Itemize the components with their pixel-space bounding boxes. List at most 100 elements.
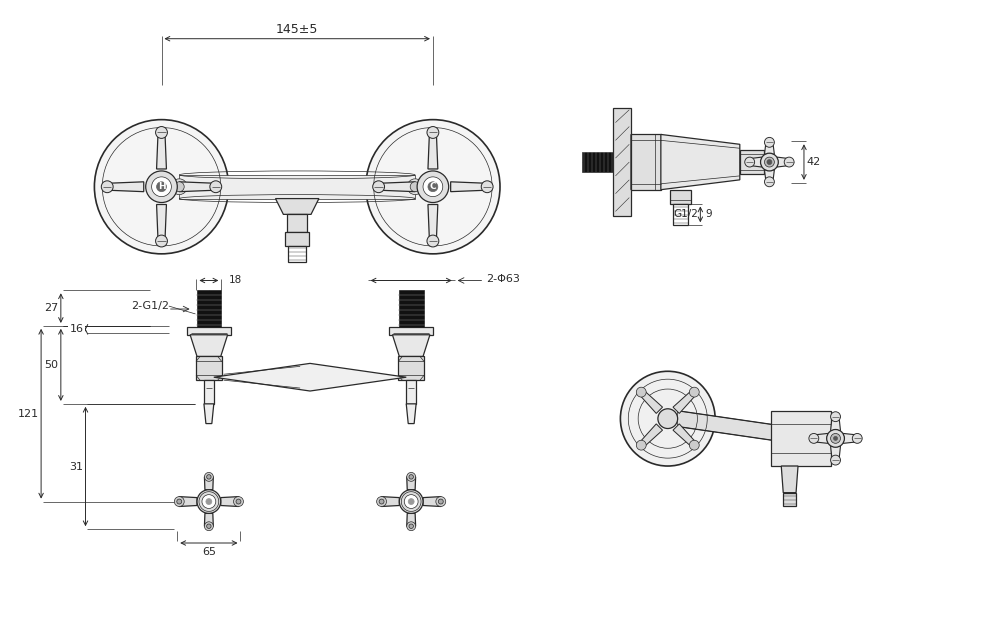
Polygon shape [781,466,798,493]
Polygon shape [204,513,213,526]
Circle shape [636,440,646,450]
Polygon shape [831,417,840,431]
Bar [670,190,691,203]
Polygon shape [204,404,214,424]
Circle shape [207,474,211,479]
Circle shape [404,495,418,509]
Circle shape [94,119,229,254]
Bar [389,327,433,335]
Bar [673,203,688,225]
Circle shape [101,181,113,192]
Circle shape [407,522,416,531]
Bar [582,152,613,172]
Circle shape [689,440,699,450]
Circle shape [784,157,794,167]
Circle shape [407,472,416,481]
Polygon shape [764,142,774,154]
Circle shape [210,181,222,192]
Polygon shape [407,477,416,490]
Circle shape [827,429,844,447]
Circle shape [767,159,772,164]
Text: H: H [158,182,165,191]
Text: 50: 50 [44,360,58,370]
Polygon shape [179,175,415,199]
Circle shape [156,126,167,138]
Circle shape [236,499,241,504]
Polygon shape [423,497,441,507]
Circle shape [831,455,840,465]
Circle shape [658,409,678,429]
Circle shape [689,387,699,397]
Polygon shape [406,404,416,424]
Circle shape [366,119,500,254]
Bar [196,356,222,380]
Circle shape [157,182,166,192]
Circle shape [831,434,840,443]
Circle shape [408,498,414,505]
Text: 18: 18 [228,276,242,286]
Bar [631,135,661,190]
Circle shape [764,137,774,147]
Polygon shape [157,133,166,169]
Polygon shape [843,434,857,443]
Circle shape [377,497,387,507]
Text: 121: 121 [18,409,39,418]
Circle shape [620,371,715,466]
Polygon shape [673,390,696,413]
Circle shape [234,497,243,507]
Circle shape [417,171,449,203]
Circle shape [152,177,171,197]
Circle shape [202,495,216,509]
Bar [187,327,231,335]
Polygon shape [379,182,415,192]
Circle shape [764,157,774,167]
Circle shape [636,387,646,397]
Circle shape [156,235,167,247]
Bar [771,411,831,466]
Circle shape [436,497,446,507]
Circle shape [146,171,177,203]
Circle shape [409,474,413,479]
Bar [399,290,424,327]
Circle shape [438,499,443,504]
Polygon shape [631,135,661,190]
Text: G1/2: G1/2 [674,210,699,219]
Polygon shape [777,157,789,167]
Text: 2-G1/2: 2-G1/2 [131,301,169,311]
Text: 9: 9 [705,210,712,219]
Circle shape [373,181,385,192]
Polygon shape [157,204,166,241]
Text: 31: 31 [70,462,84,472]
Text: 2-Φ63: 2-Φ63 [486,274,520,283]
Circle shape [174,497,184,507]
Circle shape [423,177,443,197]
Polygon shape [382,497,399,507]
Bar [783,493,796,505]
Polygon shape [750,157,762,167]
Bar [197,290,221,327]
Circle shape [852,434,862,443]
Polygon shape [639,390,663,413]
Bar [288,246,306,262]
Bar [398,356,424,380]
Circle shape [834,436,838,440]
Polygon shape [639,424,663,448]
Polygon shape [428,133,438,169]
Circle shape [481,181,493,192]
Circle shape [177,499,182,504]
Polygon shape [451,182,487,192]
Circle shape [204,522,213,531]
Polygon shape [661,135,740,190]
Circle shape [197,490,221,513]
Bar [613,108,631,217]
Polygon shape [678,411,814,446]
Polygon shape [764,170,774,182]
Text: 65: 65 [202,547,216,557]
Text: 145±5: 145±5 [276,23,318,36]
Circle shape [745,157,755,167]
Polygon shape [814,434,828,443]
Polygon shape [214,363,406,391]
Circle shape [831,411,840,422]
Polygon shape [179,497,197,507]
Circle shape [174,182,184,192]
